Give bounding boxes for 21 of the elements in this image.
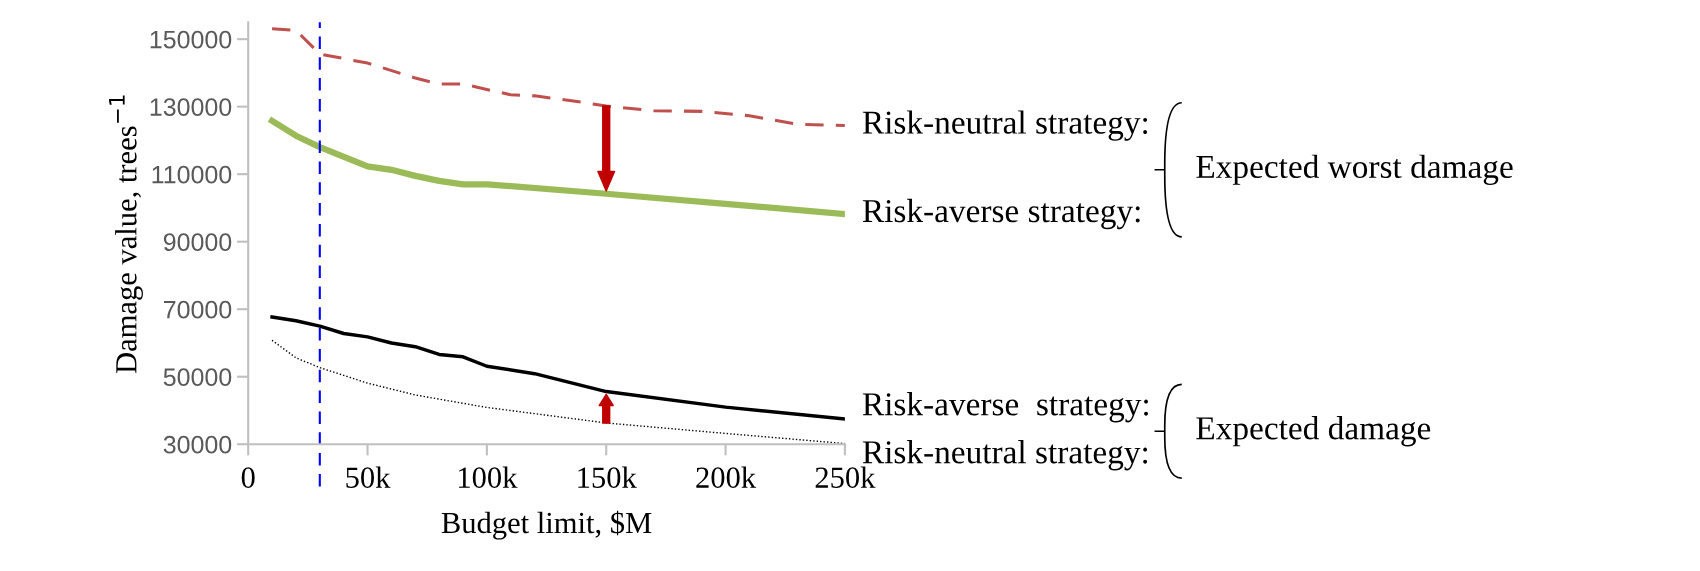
x-tick-label: 150k <box>578 466 637 488</box>
series-label: Risk-averse strategy: <box>862 198 1140 230</box>
y-tick-label: 70000 <box>164 300 232 319</box>
y-tick-label: 90000 <box>163 233 232 251</box>
x-tick-label: 0 <box>241 467 255 488</box>
text: Expected worst damage <box>1196 154 1513 185</box>
y-tick-label: 130000 <box>150 98 232 116</box>
y-tick-label: 150000 <box>150 30 232 49</box>
line-series <box>270 315 845 421</box>
series-label: Risk-neutral strategy: <box>862 110 1148 141</box>
x-tick-label: 200k <box>696 466 757 488</box>
x-tick-label: 50k <box>346 466 391 488</box>
series-label: Risk-averse strategy: <box>862 392 1148 423</box>
text: Expected damage <box>1196 416 1431 447</box>
y-axis-title: Damage value, trees$^{−1}$ <box>109 95 143 374</box>
y-tick-label: 110000 <box>152 165 232 184</box>
y-tick-label: 50000 <box>163 368 232 387</box>
line-series <box>270 27 845 128</box>
x-tick-label: 100k <box>459 466 518 488</box>
y-tick-label: 30000 <box>163 435 232 454</box>
x-axis-title: Budget limit, $M <box>441 510 652 540</box>
